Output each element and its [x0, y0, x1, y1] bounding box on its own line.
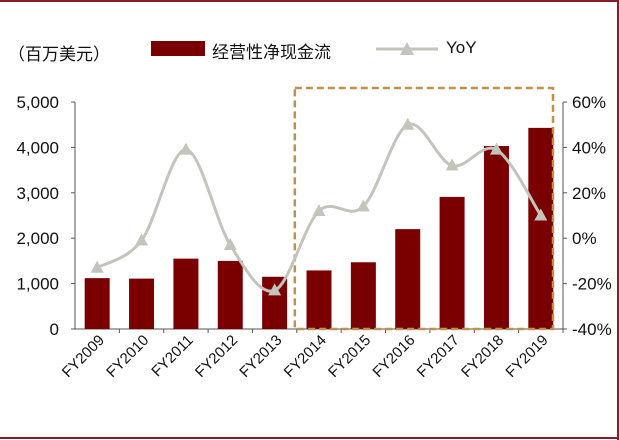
unit-label: （百万美元） [8, 45, 110, 65]
bar [483, 146, 509, 329]
right-tick-label: 40% [572, 138, 606, 157]
legend-bar-swatch [151, 41, 205, 56]
x-tick-label: FY2009 [59, 332, 108, 381]
left-tick-label: 2,000 [16, 229, 59, 248]
x-tick-label: FY2014 [281, 332, 330, 381]
x-tick-label: FY2010 [103, 332, 152, 381]
left-tick-label: 4,000 [16, 138, 59, 157]
right-tick-label: 0% [572, 229, 597, 248]
bar [528, 127, 554, 330]
x-tick-label: FY2016 [369, 332, 418, 381]
yoy-point [223, 238, 237, 251]
yoy-point [445, 158, 459, 171]
x-tick-label: FY2015 [325, 332, 374, 381]
bar [173, 258, 199, 329]
bar [306, 270, 332, 329]
right-tick-label: -40% [572, 320, 612, 339]
yoy-point [179, 142, 193, 155]
yoy-point [90, 260, 104, 273]
highlight-box [293, 86, 555, 331]
bar [350, 262, 376, 329]
left-tick-label: 5,000 [16, 93, 59, 112]
yoy-point [534, 208, 548, 221]
left-tick-label: 1,000 [16, 275, 59, 294]
yoy-point [489, 142, 503, 155]
bar [129, 278, 155, 329]
right-border [617, 0, 619, 440]
x-tick-label: FY2017 [414, 332, 463, 381]
right-tick-label: -20% [572, 275, 612, 294]
yoy-point [312, 203, 326, 216]
left-tick-label: 3,000 [16, 184, 59, 203]
left-tick-label: 0 [50, 320, 59, 339]
bar [84, 278, 110, 329]
x-tick-label: FY2012 [192, 332, 241, 381]
legend-line-swatch [376, 42, 438, 55]
yoy-point [135, 233, 149, 246]
bottom-border [0, 437, 619, 439]
x-tick-label: FY2011 [148, 332, 196, 380]
x-tick-label: FY2019 [502, 332, 551, 381]
x-tick-label: FY2013 [236, 332, 285, 381]
right-tick-label: 60% [572, 93, 606, 112]
bar [439, 196, 465, 329]
bar [395, 229, 421, 329]
yoy-point [268, 283, 282, 296]
bar [217, 260, 243, 329]
yoy-point [356, 199, 370, 212]
top-border [0, 0, 619, 2]
x-tick-label: FY2018 [458, 332, 507, 381]
legend-line-label: YoY [446, 38, 477, 57]
yoy-point [401, 117, 415, 130]
right-tick-label: 20% [572, 184, 606, 203]
legend-bar-label: 经营性净现金流 [212, 43, 331, 63]
